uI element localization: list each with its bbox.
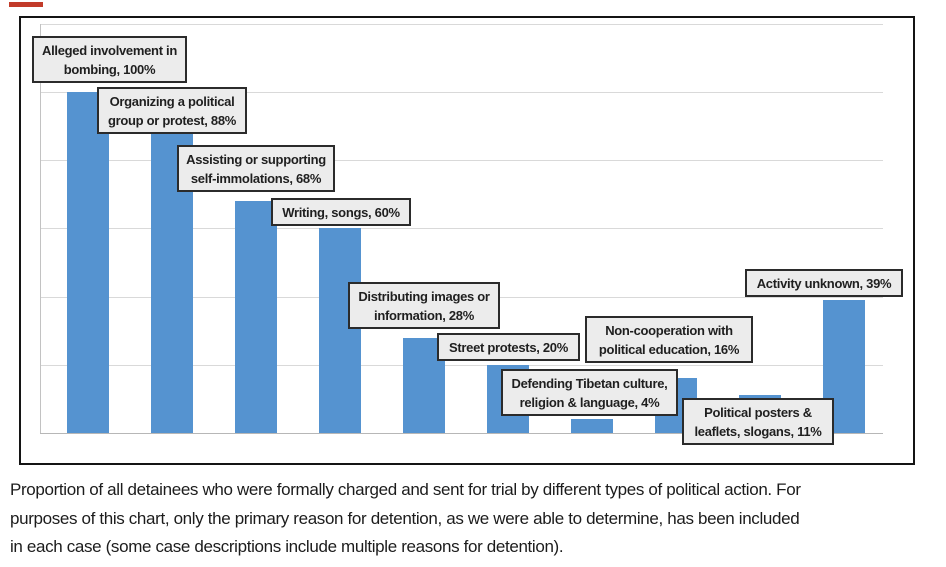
data-label-line: leaflets, slogans, 11% bbox=[694, 424, 822, 439]
data-label-line: political education, 16% bbox=[598, 342, 740, 357]
data-label-line: Activity unknown, 39% bbox=[756, 276, 892, 291]
data-label-line: information, 28% bbox=[374, 308, 474, 323]
gridline bbox=[40, 228, 883, 229]
bar-1 bbox=[67, 92, 109, 433]
x-axis-line bbox=[40, 433, 883, 434]
y-axis-line bbox=[40, 24, 41, 433]
data-label-5: Distributing images or information, 28% bbox=[348, 282, 500, 329]
data-label-line: religion & language, 4% bbox=[519, 395, 660, 410]
data-label-line: Distributing images or bbox=[358, 289, 490, 304]
data-label-line: bombing, 100% bbox=[63, 62, 156, 77]
caption-line: in each case (some case descriptions inc… bbox=[10, 537, 564, 556]
bar-4 bbox=[319, 228, 361, 433]
bar-chart: Alleged involvement in bombing, 100% Organ… bbox=[19, 16, 915, 465]
data-label-line: Assisting or supporting bbox=[186, 152, 326, 167]
data-label-9: Political posters & leaflets, slogans, 11… bbox=[682, 398, 834, 445]
data-label-1: Alleged involvement in bombing, 100% bbox=[32, 36, 187, 83]
bar-3 bbox=[235, 201, 277, 433]
data-label-line: group or protest, 88% bbox=[107, 113, 237, 128]
gridline bbox=[40, 160, 883, 161]
data-label-3: Assisting or supporting self-immolations,… bbox=[177, 145, 335, 192]
caption-line: Proportion of all detainees who were for… bbox=[10, 480, 801, 499]
gridline bbox=[40, 92, 883, 93]
data-label-line: Political posters & bbox=[704, 405, 812, 420]
data-label-4: Writing, songs, 60% bbox=[271, 198, 411, 226]
data-label-2: Organizing a political group or protest, … bbox=[97, 87, 247, 134]
data-label-line: Alleged involvement in bbox=[42, 43, 177, 58]
data-label-10: Activity unknown, 39% bbox=[745, 269, 903, 297]
data-label-8: Non-cooperation with political education,… bbox=[585, 316, 753, 363]
data-label-line: Non-cooperation with bbox=[605, 323, 733, 338]
data-label-6: Street protests, 20% bbox=[437, 333, 580, 361]
data-label-line: Writing, songs, 60% bbox=[282, 205, 400, 220]
gridline bbox=[40, 365, 883, 366]
data-label-line: Organizing a political bbox=[109, 94, 235, 109]
red-scribble-mark bbox=[9, 2, 43, 7]
data-label-7: Defending Tibetan culture, religion & lan… bbox=[501, 369, 678, 416]
data-label-line: Street protests, 20% bbox=[449, 340, 568, 355]
bar-7 bbox=[571, 419, 613, 433]
gridline bbox=[40, 24, 883, 25]
caption-line: purposes of this chart, only the primary… bbox=[10, 508, 800, 528]
data-label-line: self-immolations, 68% bbox=[190, 171, 322, 186]
chart-caption: Proportion of all detainees who were for… bbox=[10, 476, 942, 562]
data-label-line: Defending Tibetan culture, bbox=[511, 376, 668, 391]
